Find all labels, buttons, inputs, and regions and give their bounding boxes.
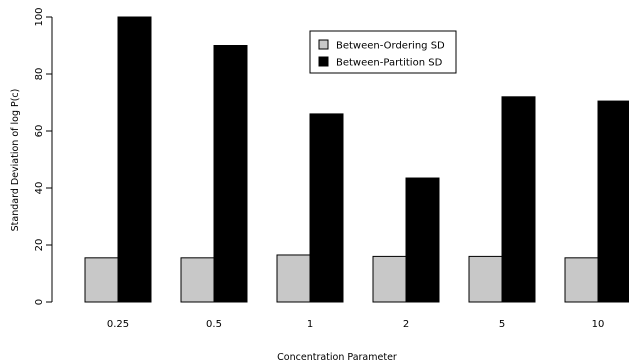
x-ticks-group: 0.25 0.5 1 2 5 10 xyxy=(107,319,605,330)
bar-between-partition xyxy=(213,45,248,303)
x-tick-label: 2 xyxy=(403,319,409,330)
y-tick-label: 60 xyxy=(34,125,45,138)
legend: Between-Ordering SD Between-Partition SD xyxy=(309,30,457,74)
bar-between-ordering xyxy=(276,254,311,303)
y-tick-label: 40 xyxy=(34,182,45,195)
y-tick-label: 0 xyxy=(34,299,45,305)
x-tick-label: 0.25 xyxy=(107,319,129,330)
bar-between-ordering xyxy=(564,257,599,303)
y-tick-label: 80 xyxy=(34,68,45,81)
bar-between-partition xyxy=(405,177,440,303)
legend-swatch xyxy=(318,56,329,67)
bar-between-partition xyxy=(309,113,344,303)
bar-between-partition xyxy=(117,16,152,303)
x-axis-label: Concentration Parameter xyxy=(277,352,397,363)
y-tick-label: 20 xyxy=(34,239,45,252)
bar-between-ordering xyxy=(468,255,503,303)
y-tick-label: 100 xyxy=(34,7,45,26)
x-tick-label: 5 xyxy=(499,319,505,330)
legend-swatch xyxy=(318,39,329,50)
x-tick-label: 1 xyxy=(307,319,313,330)
bar-between-ordering xyxy=(180,257,215,303)
x-tick-label: 0.5 xyxy=(206,319,222,330)
bar-between-ordering xyxy=(84,257,119,303)
y-axis-label: Standard Deviation of log P(c) xyxy=(10,89,21,232)
legend-box xyxy=(309,30,457,74)
legend-label: Between-Ordering SD xyxy=(336,41,445,52)
bar-between-ordering xyxy=(372,255,407,303)
bars-group xyxy=(84,16,629,303)
x-tick-label: 10 xyxy=(592,319,605,330)
bar-between-partition xyxy=(501,96,536,303)
bar-between-partition xyxy=(597,100,629,303)
legend-label: Between-Partition SD xyxy=(336,58,443,69)
y-ticks-group: 0 20 40 60 80 100 xyxy=(34,7,52,305)
